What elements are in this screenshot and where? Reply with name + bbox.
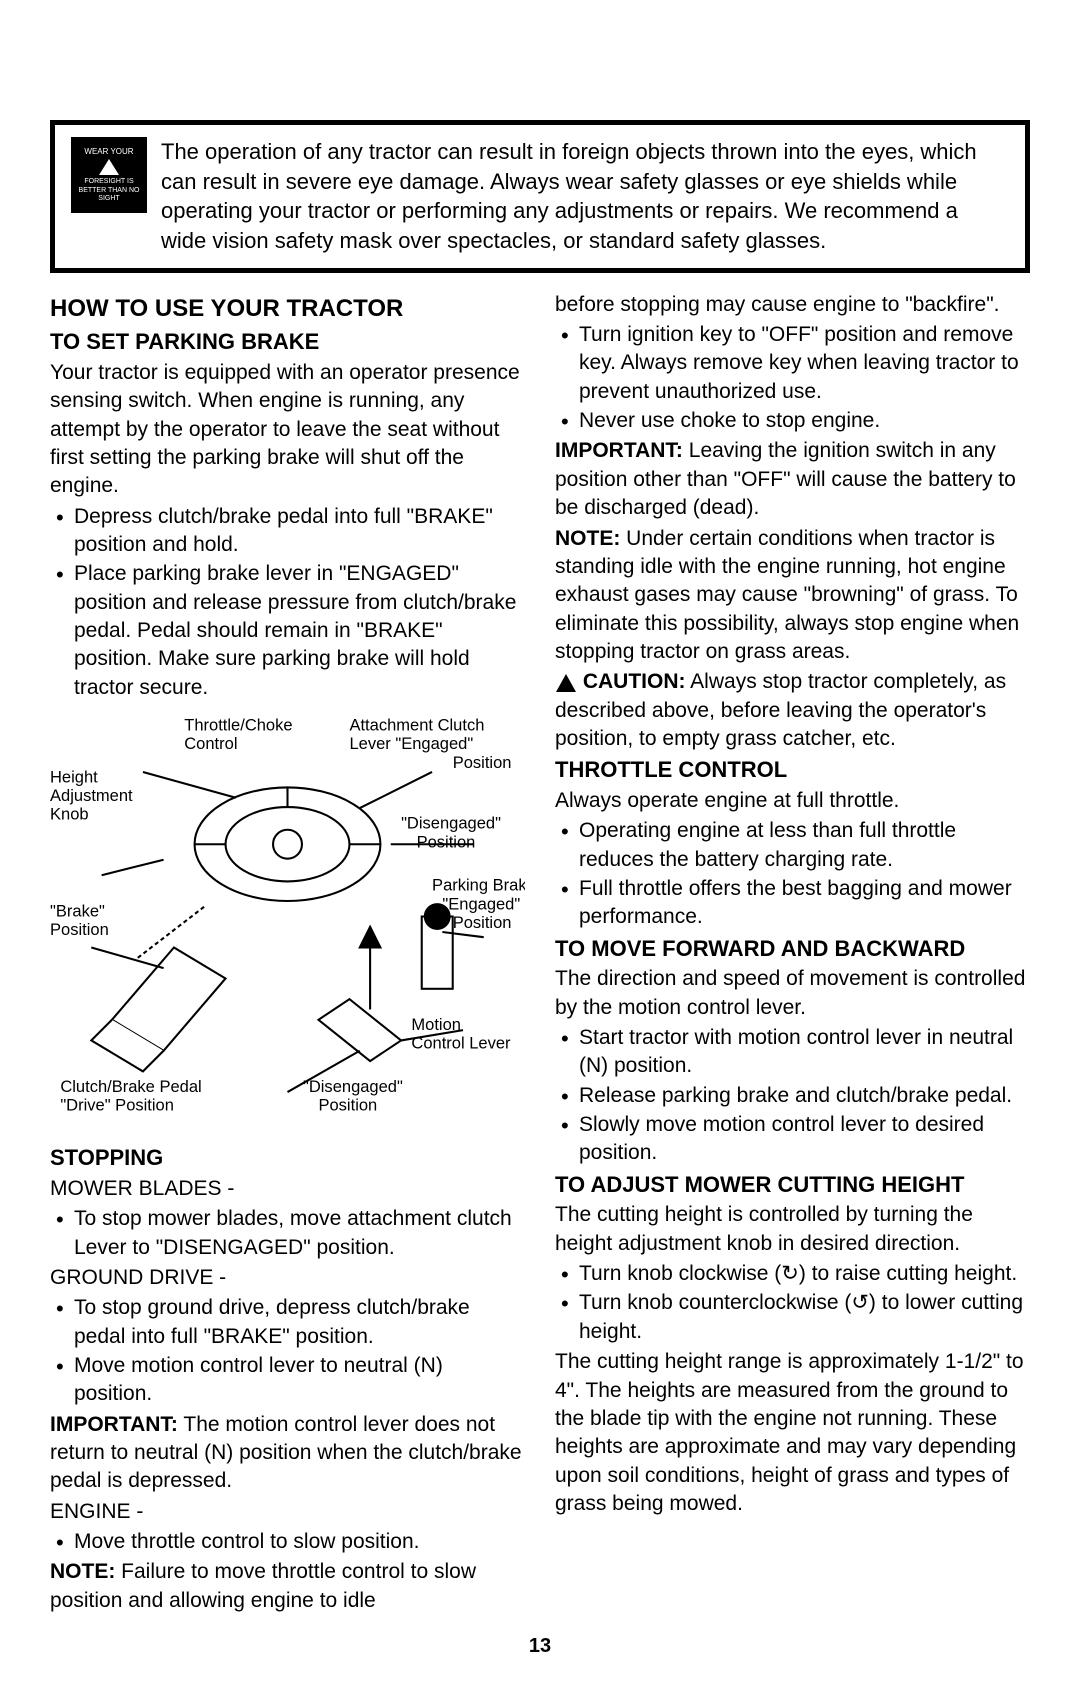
ground-drive-label: GROUND DRIVE -	[50, 1264, 525, 1292]
heading-throttle-control: THROTTLE CONTROL	[555, 755, 1030, 785]
tractor-controls-diagram: Throttle/ChokeControl Attachment ClutchL…	[50, 710, 525, 1123]
diagram-label: MotionControl Lever	[411, 1015, 511, 1053]
list-item: Release parking brake and clutch/brake p…	[555, 1082, 1030, 1110]
warning-text: The operation of any tractor can result …	[161, 137, 1009, 256]
important-motion-lever: IMPORTANT: The motion control lever does…	[50, 1411, 525, 1496]
diagram-label: "Brake"Position	[50, 901, 109, 939]
backfire-text: before stopping may cause engine to "bac…	[555, 291, 1030, 319]
movement-intro: The direction and speed of movement is c…	[555, 965, 1030, 1022]
throttle-steps: Operating engine at less than full throt…	[555, 817, 1030, 931]
list-item: Place parking brake lever in "EN­GAGED" …	[50, 560, 525, 702]
list-item: Move motion control lever to neutral (N)…	[50, 1352, 525, 1409]
right-column: before stopping may cause engine to "bac…	[555, 291, 1030, 1617]
cutting-height-range: The cutting height range is approximatel…	[555, 1348, 1030, 1518]
heading-move-forward-backward: TO MOVE FORWARD AND BACKWARD	[555, 934, 1030, 964]
cutting-height-intro: The cutting height is controlled by turn…	[555, 1201, 1030, 1258]
page-number: 13	[50, 1635, 1030, 1658]
note-throttle: NOTE: Failure to move throttle control t…	[50, 1558, 525, 1615]
parking-brake-intro: Your tractor is equipped with an operato…	[50, 359, 525, 501]
list-item: Turn ignition key to "OFF" position and …	[555, 321, 1030, 406]
cutting-height-steps: Turn knob clockwise (↻) to raise cutting…	[555, 1260, 1030, 1346]
mower-blades-label: MOWER BLADES -	[50, 1175, 525, 1203]
list-item: Operating engine at less than full throt…	[555, 817, 1030, 874]
ground-drive-steps: To stop ground drive, depress clutch/bra…	[50, 1294, 525, 1408]
note-label: NOTE:	[50, 1560, 115, 1583]
list-item: Depress clutch/brake pedal into full "BR…	[50, 503, 525, 560]
heading-set-parking-brake: TO SET PARKING BRAKE	[50, 327, 525, 357]
diagram-label: "Disengaged"Position	[401, 814, 501, 852]
note-browning: NOTE: Under certain conditions when trac…	[555, 525, 1030, 667]
list-item: Full throttle offers the best bagging an…	[555, 875, 1030, 932]
heading-stopping: STOPPING	[50, 1143, 525, 1173]
important-label: IMPORTANT:	[50, 1413, 178, 1436]
engine-label: ENGINE -	[50, 1498, 525, 1526]
heading-how-to-use: HOW TO USE YOUR TRACTOR	[50, 293, 525, 325]
list-item: To stop mower blades, move attach­ment c…	[50, 1205, 525, 1262]
list-item: Start tractor with motion control lever …	[555, 1024, 1030, 1081]
two-column-layout: HOW TO USE YOUR TRACTOR TO SET PARKING B…	[50, 291, 1030, 1617]
mower-blades-steps: To stop mower blades, move attach­ment c…	[50, 1205, 525, 1262]
caution-stop: CAUTION: Always stop tractor com­pletely…	[555, 668, 1030, 753]
diagram-label: HeightAdjustmentKnob	[50, 767, 133, 823]
movement-steps: Start tractor with motion control lever …	[555, 1024, 1030, 1168]
list-item: Turn knob counterclockwise (↺) to lower …	[555, 1289, 1030, 1346]
left-column: HOW TO USE YOUR TRACTOR TO SET PARKING B…	[50, 291, 525, 1617]
diagram-label: "Disengaged"Position	[303, 1077, 403, 1115]
diagram-label: Throttle/ChokeControl	[184, 716, 292, 754]
caution-label: CAUTION:	[583, 670, 686, 693]
throttle-intro: Always operate engine at full throttle.	[555, 787, 1030, 815]
list-item: Turn knob clockwise (↻) to raise cutting…	[555, 1260, 1030, 1288]
engine-steps: Move throttle control to slow position.	[50, 1528, 525, 1556]
badge-line2: FORESIGHT IS BETTER THAN NO SIGHT	[75, 178, 143, 203]
warning-triangle-icon	[99, 159, 119, 175]
badge-line1: WEAR YOUR	[84, 147, 133, 157]
note-text: Under certain conditions when tractor is…	[555, 527, 1019, 663]
safety-glasses-badge: WEAR YOUR FORESIGHT IS BETTER THAN NO SI…	[71, 137, 147, 213]
caution-triangle-icon	[555, 673, 577, 693]
list-item: Slowly move motion control lever to desi…	[555, 1111, 1030, 1168]
note-label: NOTE:	[555, 527, 620, 550]
important-ignition: IMPORTANT: Leaving the ignition switch i…	[555, 437, 1030, 522]
warning-box: WEAR YOUR FORESIGHT IS BETTER THAN NO SI…	[50, 120, 1030, 273]
ignition-steps: Turn ignition key to "OFF" position and …	[555, 321, 1030, 435]
important-label: IMPORTANT:	[555, 439, 683, 462]
diagram-label: Attachment ClutchLever "Engaged"Position	[349, 716, 511, 772]
parking-brake-steps: Depress clutch/brake pedal into full "BR…	[50, 503, 525, 702]
list-item: To stop ground drive, depress clutch/bra…	[50, 1294, 525, 1351]
diagram-label: Clutch/Brake Pedal"Drive" Position	[60, 1077, 201, 1115]
list-item: Never use choke to stop engine.	[555, 407, 1030, 435]
list-item: Move throttle control to slow position.	[50, 1528, 525, 1556]
heading-adjust-cutting-height: TO ADJUST MOWER CUTTING HEIGHT	[555, 1170, 1030, 1200]
